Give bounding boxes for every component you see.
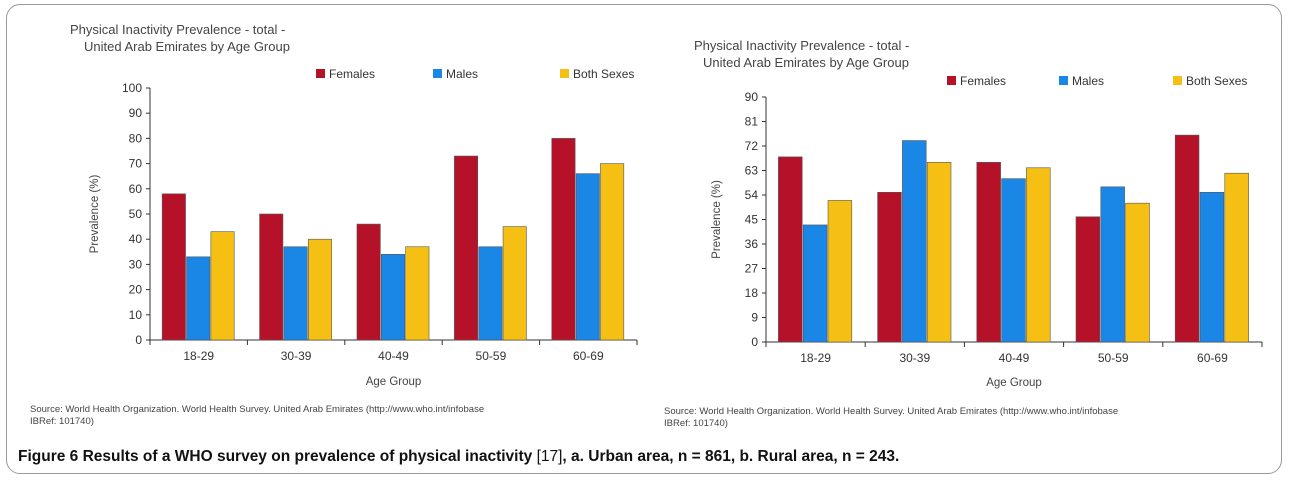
- legend-swatch-females: [947, 76, 956, 85]
- y-tick-label: 72: [745, 139, 759, 153]
- y-tick-label: 30: [129, 257, 143, 271]
- legend-label: Both Sexes: [573, 67, 634, 81]
- figure-caption: Figure 6 Results of a WHO survey on prev…: [18, 448, 899, 466]
- caption-details: , a. Urban area, n = 861, b. Rural area,…: [562, 448, 900, 465]
- y-tick-label: 0: [135, 333, 142, 347]
- y-tick-label: 90: [129, 106, 143, 120]
- bar-males-40-49: [1001, 178, 1026, 343]
- bar-males-50-59: [478, 246, 503, 341]
- legend-swatch-both-sexes: [1173, 76, 1182, 85]
- bar-males-40-49: [381, 254, 405, 341]
- x-axis-label: Age Group: [986, 377, 1042, 389]
- y-tick-label: 10: [129, 308, 143, 322]
- bar-females-40-49: [356, 223, 381, 341]
- chart-subtitle: United Arab Emirates by Age Group: [84, 39, 290, 54]
- y-tick-label: 70: [129, 157, 143, 171]
- legend-swatch-males: [433, 69, 442, 78]
- legend-label: Both Sexes: [1186, 74, 1247, 88]
- y-tick-label: 40: [129, 232, 143, 246]
- bar-females-60-69: [551, 138, 576, 341]
- y-tick-label: 45: [745, 213, 759, 227]
- bar-males-30-39: [283, 246, 308, 341]
- y-tick-label: 100: [122, 81, 142, 95]
- bar-females-30-39: [259, 213, 284, 341]
- x-tick-label: 30-39: [899, 351, 930, 365]
- source-note: Source: World Health Organization. World…: [30, 404, 484, 415]
- y-tick-label: 54: [745, 188, 759, 202]
- x-tick-label: 60-69: [573, 349, 604, 363]
- x-tick-label: 40-49: [378, 349, 409, 363]
- caption-label: Figure 6: [18, 448, 79, 465]
- legend-label: Males: [1072, 74, 1104, 88]
- y-tick-label: 60: [129, 182, 143, 196]
- chart-title: Physical Inactivity Prevalence - total -: [70, 22, 285, 37]
- source-note: Source: World Health Organization. World…: [664, 406, 1118, 417]
- chart-a: Physical Inactivity Prevalence - total -…: [30, 22, 638, 427]
- y-tick-label: 36: [745, 237, 759, 251]
- bar-both-sexes-50-59: [1125, 202, 1150, 343]
- bar-both-sexes-60-69: [600, 163, 625, 341]
- source-note-ref: IBRef: 101740): [664, 418, 728, 429]
- bar-both-sexes-50-59: [502, 226, 527, 341]
- y-tick-label: 27: [745, 262, 759, 276]
- legend-label: Females: [960, 74, 1006, 88]
- chart-subtitle: United Arab Emirates by Age Group: [703, 55, 909, 70]
- legend-label: Males: [446, 67, 478, 81]
- chart-title: Physical Inactivity Prevalence - total -: [694, 38, 909, 53]
- bar-females-60-69: [1174, 134, 1200, 343]
- caption-reference: [17]: [536, 448, 563, 465]
- y-axis-label: Prevalence (%): [711, 180, 723, 259]
- bar-both-sexes-30-39: [307, 238, 332, 341]
- bar-males-60-69: [575, 173, 600, 341]
- x-tick-label: 50-59: [1098, 351, 1129, 365]
- y-tick-label: 0: [751, 335, 758, 349]
- x-tick-label: 18-29: [183, 349, 214, 363]
- y-tick-label: 80: [129, 131, 143, 145]
- bar-both-sexes-18-29: [827, 200, 853, 343]
- x-tick-label: 40-49: [999, 351, 1030, 365]
- chart-b: Physical Inactivity Prevalence - total -…: [664, 38, 1263, 429]
- legend-swatch-males: [1059, 76, 1068, 85]
- x-tick-label: 60-69: [1197, 351, 1228, 365]
- y-tick-label: 90: [745, 90, 759, 104]
- y-tick-label: 18: [745, 286, 759, 300]
- bar-males-18-29: [186, 256, 211, 341]
- figure-frame: [6, 4, 1282, 474]
- bar-both-sexes-40-49: [405, 246, 430, 341]
- bar-females-50-59: [454, 155, 479, 341]
- y-axis-label: Prevalence (%): [89, 175, 101, 254]
- y-tick-label: 20: [129, 283, 143, 297]
- source-note-ref: IBRef: 101740): [30, 416, 94, 427]
- bar-females-18-29: [161, 193, 186, 341]
- x-axis-label: Age Group: [366, 376, 422, 388]
- caption-text: Results of a WHO survey on prevalence of…: [78, 448, 537, 465]
- bar-both-sexes-60-69: [1224, 172, 1249, 343]
- bar-males-18-29: [802, 224, 828, 343]
- x-tick-label: 18-29: [800, 351, 831, 365]
- y-tick-label: 50: [129, 207, 143, 221]
- y-tick-label: 63: [745, 164, 759, 178]
- bar-both-sexes-30-39: [926, 162, 952, 343]
- bar-females-40-49: [976, 162, 1001, 343]
- y-tick-label: 9: [751, 311, 758, 325]
- bar-both-sexes-40-49: [1026, 167, 1051, 343]
- x-tick-label: 50-59: [476, 349, 507, 363]
- legend-swatch-females: [316, 69, 325, 78]
- y-tick-label: 81: [745, 115, 759, 129]
- bar-males-60-69: [1199, 191, 1225, 343]
- bar-females-30-39: [877, 191, 902, 343]
- bar-both-sexes-18-29: [210, 231, 235, 341]
- x-tick-label: 30-39: [281, 349, 312, 363]
- bar-females-18-29: [778, 156, 803, 343]
- legend-swatch-both-sexes: [560, 69, 569, 78]
- bar-females-50-59: [1075, 216, 1101, 343]
- legend-label: Females: [329, 67, 375, 81]
- bar-males-30-39: [902, 140, 927, 343]
- bar-males-50-59: [1100, 186, 1125, 343]
